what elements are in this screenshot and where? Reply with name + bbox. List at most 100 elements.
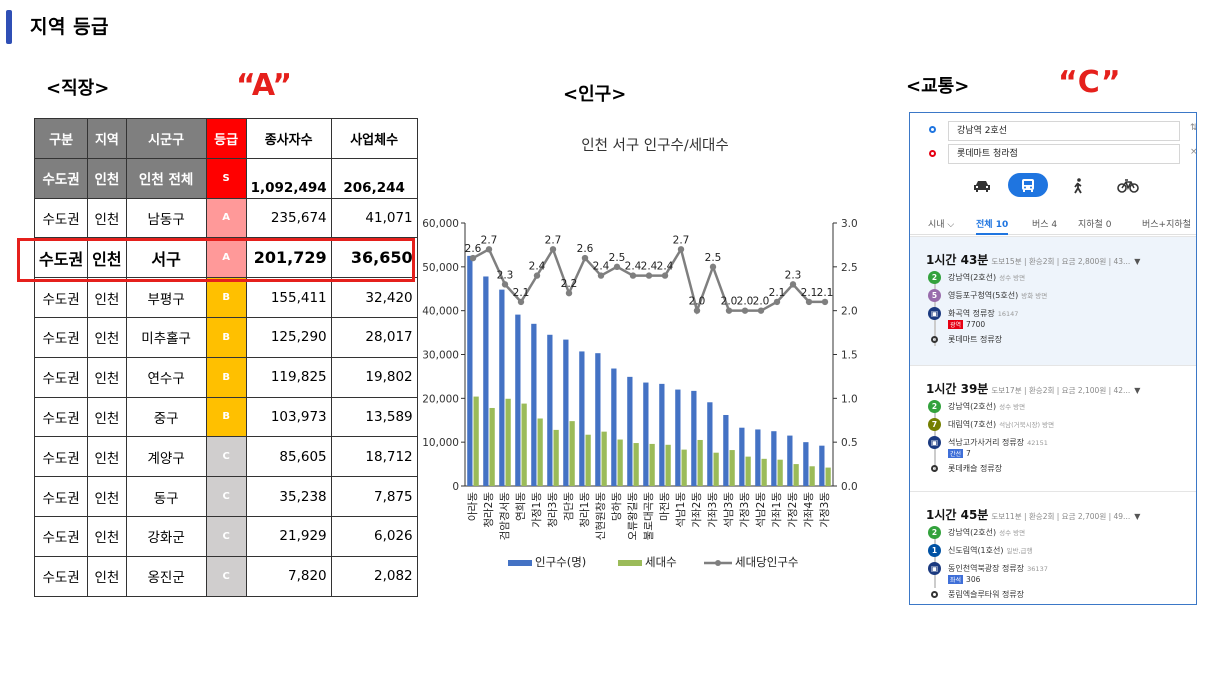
x-tick-label: 검단동	[563, 492, 575, 521]
origin-input[interactable]: 강남역 2호선	[948, 121, 1180, 141]
cell-businesses: 13,589	[330, 396, 418, 438]
bar-households	[793, 464, 799, 486]
bar-households	[553, 429, 559, 486]
route-summary: 1시간 43분 도보15분 | 환승2회 | 요금 2,800원 | 43... ▼	[926, 251, 1140, 268]
y-tick-label-right: 1.5	[841, 350, 858, 362]
clear-icon[interactable]: ×	[1190, 147, 1197, 157]
subway-line-badge: 5	[928, 289, 941, 302]
route-duration: 1시간 45분	[926, 508, 989, 522]
walk-icon[interactable]	[1058, 173, 1098, 197]
subway-line-badge: 7	[928, 418, 941, 431]
cell-businesses: 6,026	[330, 515, 418, 557]
bar-population	[803, 442, 809, 486]
y-tick-label-right: 1.0	[841, 393, 858, 405]
route-step: 2 강남역(2호선) 성수 방면	[928, 400, 1025, 413]
bar-households	[585, 434, 591, 486]
bar-households	[569, 421, 575, 486]
line-data-label: 2.1	[769, 287, 786, 299]
transit-label: <교통>	[906, 76, 970, 97]
step-name: 화곡역 정류장	[948, 309, 995, 318]
route-summary: 1시간 39분 도보17분 | 환승2회 | 요금 2,100원 | 42... ▼	[926, 380, 1140, 397]
population-chart: 0 10,000 20,000 30,000 40,000 50,000 60,000 0.0…	[422, 218, 858, 569]
route-card[interactable]: 1시간 43분 도보15분 | 환승2회 | 요금 2,800원 | 43... ▼…	[910, 236, 1196, 365]
line-data-label: 2.0	[737, 296, 754, 308]
route-step: ▣ 동인천역북광장 정류장 36137 좌석 306	[928, 562, 1048, 584]
line-point	[613, 263, 621, 271]
bar-households	[649, 443, 655, 486]
cell-division: 수도권	[33, 476, 89, 517]
y-tick-label-left: 60,000	[422, 218, 459, 230]
tab-bus[interactable]: 버스 4	[1032, 220, 1058, 230]
bar-households	[665, 444, 671, 486]
x-tick-label: 오류왕길동	[626, 492, 639, 541]
bus-stop-icon: ▣	[928, 562, 941, 575]
bus-icon[interactable]	[1008, 173, 1048, 197]
bar-households	[825, 467, 831, 486]
cell-district: 동구	[125, 476, 207, 517]
cell-division: 수도권	[33, 277, 89, 318]
y-tick-label-right: 2.0	[841, 306, 858, 318]
x-tick-label: 가좌4동	[803, 492, 815, 528]
car-icon[interactable]	[962, 173, 1002, 197]
bus-stop-icon: ▣	[928, 307, 941, 320]
cell-grade: C	[205, 436, 247, 478]
cell-district: 옹진군	[125, 555, 207, 597]
route-step: 롯데캐슬 정류장	[928, 463, 1002, 474]
bar-population	[579, 351, 585, 486]
bus-line: 좌석 306	[948, 575, 1048, 584]
cell-region: 인천	[87, 157, 127, 199]
cell-region: 인천	[87, 277, 127, 318]
route-step: 2 강남역(2호선) 성수 방면	[928, 526, 1025, 539]
y-tick-label-left: 30,000	[422, 350, 459, 362]
cell-employees: 103,973	[245, 396, 332, 438]
destination-dot-icon	[929, 150, 936, 157]
route-card[interactable]: 1시간 45분 도보11분 | 환승2회 | 요금 2,700원 | 49... ▼…	[910, 491, 1196, 604]
cell-district: 미추홀구	[125, 316, 207, 358]
bike-icon[interactable]	[1108, 173, 1148, 197]
tab-bus-subway[interactable]: 버스+지하철	[1142, 220, 1191, 230]
chevron-down-icon[interactable]: ▼	[1134, 386, 1141, 395]
bar-households	[505, 398, 511, 486]
y-tick-label-right: 3.0	[841, 218, 858, 230]
legend-label: 인구수(명)	[535, 555, 586, 569]
bar-households	[489, 407, 495, 486]
route-card[interactable]: 1시간 39분 도보17분 | 환승2회 | 요금 2,100원 | 42... ▼…	[910, 365, 1196, 491]
cell-businesses: 206,244	[330, 157, 418, 199]
tab-all[interactable]: 전체 10	[976, 217, 1009, 235]
cell-district: 계양구	[125, 436, 207, 478]
cell-region: 인천	[87, 515, 127, 557]
line-data-label: 2.6	[465, 243, 482, 255]
cell-division: 수도권	[33, 197, 89, 239]
line-point	[741, 307, 749, 314]
chart-title: 인천 서구 인구수/세대수	[581, 138, 729, 154]
legend-swatch-households	[618, 560, 642, 566]
x-tick-label: 불로대곡동	[643, 492, 655, 541]
chevron-down-icon[interactable]: ▼	[1134, 512, 1141, 521]
chevron-down-icon[interactable]: ▼	[1134, 257, 1141, 266]
cell-businesses: 32,420	[330, 277, 418, 318]
col-header: 지역	[87, 118, 127, 159]
line-data-label: 2.3	[497, 269, 514, 281]
step-sub: 42151	[1027, 439, 1048, 447]
step-sub: 성수 방면	[999, 529, 1026, 537]
cell-region: 인천	[87, 396, 127, 438]
step-sub: 36137	[1027, 565, 1048, 573]
tab-subway[interactable]: 지하철 0	[1078, 220, 1112, 230]
tab-city[interactable]: 시내 ⌵	[928, 220, 955, 230]
destination-input[interactable]: 롯데마트 청라점	[948, 144, 1180, 164]
table-row: 수도권 인천 중구 B 103,973 13,589	[33, 396, 418, 438]
bar-households	[617, 439, 623, 486]
bar-population	[515, 314, 521, 486]
step-name: 롯데마트 정류장	[948, 335, 1003, 344]
bar-population	[627, 376, 633, 486]
cell-region: 인천	[87, 555, 127, 597]
route-tabs: 시내 ⌵ 전체 10 버스 4 지하철 0 버스+지하철	[910, 213, 1196, 235]
destination-marker-icon	[931, 591, 938, 598]
col-header: 등급	[205, 118, 247, 159]
cell-employees: 21,929	[245, 515, 332, 557]
step-name: 신도림역(1호선)	[948, 546, 1004, 555]
line-point	[517, 298, 525, 306]
route-meta: 도보11분 | 환승2회 | 요금 2,700원 | 49...	[991, 512, 1131, 521]
swap-icon[interactable]: ⇅	[1190, 123, 1197, 133]
bar-population	[771, 431, 777, 486]
